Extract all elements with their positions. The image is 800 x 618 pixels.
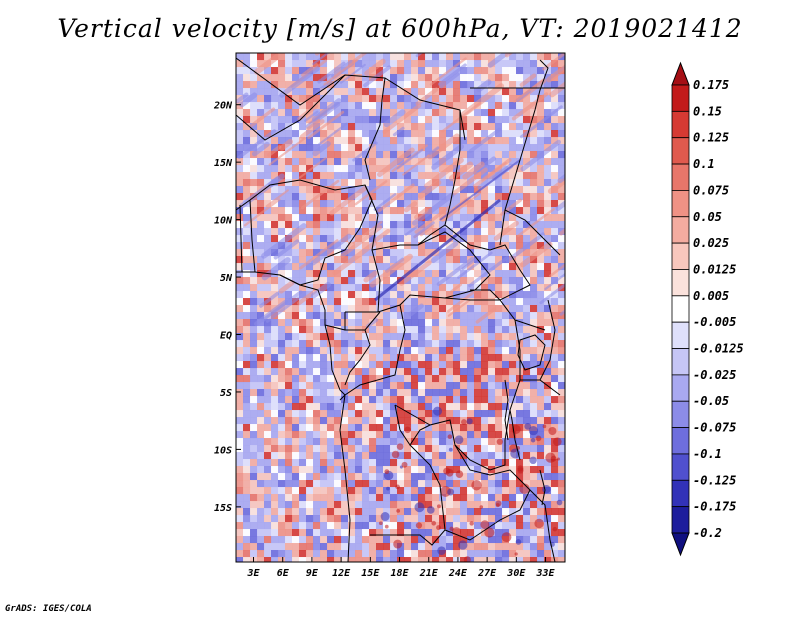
colorbar [671, 61, 690, 557]
colorbar-segment [671, 190, 690, 218]
car-border [371, 231, 491, 313]
lon-label: 24E [448, 568, 468, 579]
south-sudan-border [444, 224, 531, 301]
colorbar-segment [671, 479, 690, 508]
chart-title: Vertical velocity [m/s] at 600hPa, VT: 2… [57, 14, 743, 43]
map-frame [235, 52, 566, 563]
colorbar-label: 0.15 [693, 104, 722, 118]
colorbar-label: 0.05 [693, 210, 722, 224]
colorbar-label: 0.125 [693, 131, 729, 145]
colorbar-label: -0.0125 [693, 342, 744, 356]
longitude-axis: 3E 6E 9E 12E 15E 18E 21E 24E 27E 30E 33E [246, 557, 556, 579]
lon-label: 33E [536, 568, 556, 579]
congo-border [324, 324, 371, 386]
colorbar-label: -0.005 [693, 315, 736, 329]
colorbar-segment [671, 84, 690, 112]
lon-label: 9E [306, 568, 319, 579]
colorbar-segment [671, 216, 690, 244]
colorbar-label: -0.025 [693, 368, 736, 382]
lake-malawi [539, 469, 546, 506]
mozambique-border [529, 489, 556, 562]
lon-label: 18E [390, 568, 409, 579]
lat-label: 5S [220, 388, 232, 399]
niger-chad-border [364, 77, 386, 181]
colorbar-label: 0.075 [693, 183, 729, 197]
ethiopia-border [504, 209, 561, 256]
colorbar-label: 0.1 [693, 157, 715, 171]
zambia-border [444, 444, 531, 541]
colorbar-segment [671, 321, 690, 349]
lat-label: 10S [214, 445, 232, 456]
colorbar-segment [671, 400, 690, 428]
colorbar-segment [671, 295, 690, 323]
grads-credit: GrADS: IGES/COLA [5, 604, 92, 614]
colorbar-segment [671, 427, 690, 455]
colorbar-min-arrow [671, 532, 690, 557]
colorbar-label: 0.005 [693, 289, 729, 303]
lon-label: 12E [332, 568, 351, 579]
colorbar-segment [671, 453, 690, 481]
colorbar-label: -0.175 [693, 500, 736, 514]
lat-label: 20N [213, 101, 233, 112]
colorbar-label: -0.125 [693, 473, 736, 487]
colorbar-segment [671, 348, 690, 376]
lon-label: 6E [277, 568, 290, 579]
colorbar-segment [671, 137, 690, 165]
cameroon-border [345, 184, 381, 313]
lat-label: 10N [214, 216, 233, 227]
lake-tanganyika [504, 379, 509, 441]
east-coast [509, 299, 556, 461]
lon-label: 15E [361, 568, 380, 579]
colorbar-label: -0.075 [693, 421, 736, 435]
colorbar-label: -0.05 [693, 394, 729, 408]
colorbar-label: -0.1 [693, 447, 722, 461]
lat-label: 5N [220, 273, 233, 284]
colorbar-segment [671, 269, 690, 297]
colorbar-labels: 0.175 0.15 0.125 0.1 0.075 0.05 0.025 0.0125 0.0… [693, 78, 744, 540]
lon-label: 30E [506, 568, 526, 579]
colorbar-label: -0.2 [693, 526, 722, 540]
colorbar-segment [671, 110, 690, 139]
lake-victoria [517, 334, 546, 371]
lon-label: 27E [477, 568, 497, 579]
coastline [236, 271, 346, 396]
colorbar-label: 0.0125 [693, 262, 736, 276]
algeria-niger-border [236, 74, 346, 141]
colorbar-segment [671, 242, 690, 270]
colorbar-label: 0.175 [693, 78, 729, 92]
colorbar-segment [671, 163, 690, 191]
velocity-field [236, 53, 565, 562]
latitude-axis: 20N 15N 10N 5N EQ 5S 10S 15S [213, 101, 241, 514]
benin-togo-border [239, 199, 256, 273]
lon-label: 3E [246, 568, 260, 579]
lat-label: EQ [220, 331, 232, 342]
lon-label: 21E [419, 568, 439, 579]
lat-label: 15S [214, 503, 232, 514]
lat-label: 15N [214, 158, 233, 169]
colorbar-max-arrow [671, 61, 690, 86]
colorbar-label: 0.025 [693, 236, 729, 250]
chad-sudan-border [417, 110, 461, 246]
colorbar-segment [671, 506, 690, 534]
country-borders [236, 57, 565, 562]
colorbar-segment [671, 374, 690, 402]
